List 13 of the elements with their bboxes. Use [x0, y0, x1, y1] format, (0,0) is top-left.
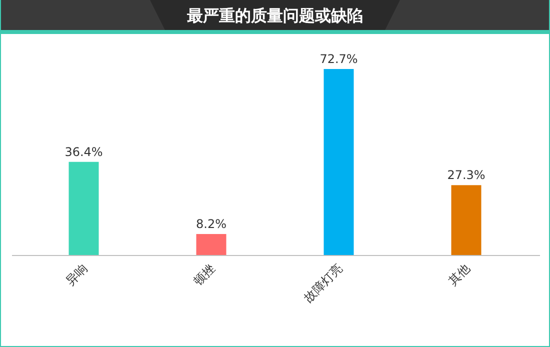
chart-title: 最严重的质量问题或缺陷 [186, 6, 363, 25]
data-label: 72.7% [320, 52, 358, 66]
bar [324, 69, 354, 255]
x-tick-label: 顿挫 [190, 261, 218, 288]
data-label: 27.3% [447, 168, 486, 182]
x-tick-label: 故障灯亮 [301, 261, 345, 306]
bar [68, 162, 99, 255]
data-label: 8.2% [196, 217, 226, 232]
x-tick-label: 异响 [63, 261, 90, 288]
bar [451, 185, 482, 255]
data-label: 36.4% [64, 144, 103, 159]
x-tick-label: 其他 [446, 261, 472, 288]
bar [196, 234, 226, 255]
